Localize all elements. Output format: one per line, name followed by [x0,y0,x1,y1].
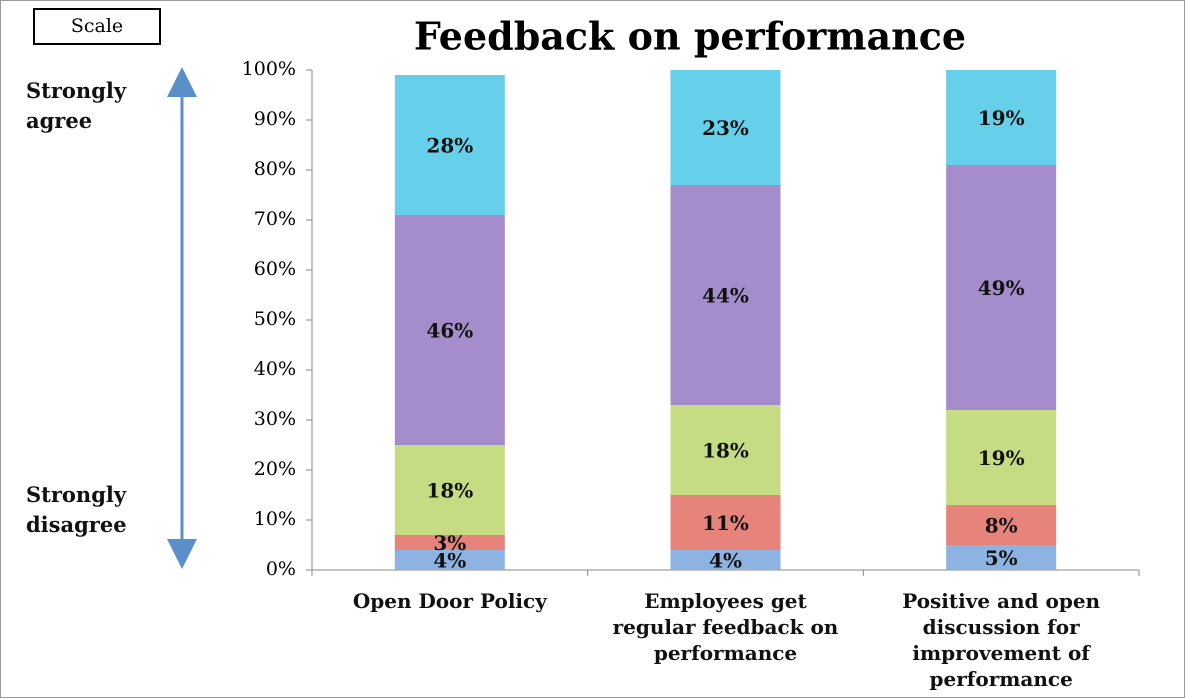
bar-segment [670,185,781,405]
y-tick-label: 80% [254,158,296,180]
bar-segment [946,505,1057,545]
bar-segment [394,535,505,550]
x-tick-label: Employees get regular feedback on perfor… [612,589,839,665]
value-label: 18% [702,439,749,463]
y-tick-label: 30% [254,408,296,430]
chart-title: Feedback on performance [414,14,966,59]
value-label: 44% [702,284,749,308]
bar-segment [946,410,1057,505]
bar-segment [946,545,1057,570]
value-label: 46% [426,319,473,343]
x-tick-label: Open Door Policy [352,589,547,613]
y-tick-label: 100% [242,58,296,80]
bar-segment [946,70,1057,165]
value-label: 4% [433,549,466,573]
bar-segment [670,550,781,570]
y-tick-label: 20% [254,458,296,480]
y-tick-label: 10% [254,508,296,530]
scale-box: Scale [33,8,161,45]
value-label: 8% [985,514,1018,538]
value-label: 19% [978,446,1025,470]
value-label: 4% [709,549,742,573]
y-tick-label: 0% [266,558,296,580]
value-label: 49% [978,276,1025,300]
value-label: 19% [978,106,1025,130]
annotation: Strongly disagree [26,482,127,537]
bar-segment [670,405,781,495]
y-tick-label: 90% [254,108,296,130]
x-tick-label: Positive and open discussion for improve… [902,589,1101,691]
y-tick-label: 40% [254,358,296,380]
bar-segment [946,165,1057,410]
bar-segment [394,75,505,215]
annotation: Strongly agree [26,78,127,133]
bar-segment [394,215,505,445]
value-label: 18% [426,479,473,503]
y-tick-label: 60% [254,258,296,280]
bar-segment [670,70,781,185]
bar-segment [670,495,781,550]
bar-segment [394,550,505,570]
y-tick-label: 50% [254,308,296,330]
bar-segment [394,445,505,535]
value-label: 5% [985,546,1018,570]
y-tick-label: 70% [254,208,296,230]
value-label: 28% [426,134,473,158]
value-label: 11% [702,511,749,535]
value-label: 23% [702,116,749,140]
